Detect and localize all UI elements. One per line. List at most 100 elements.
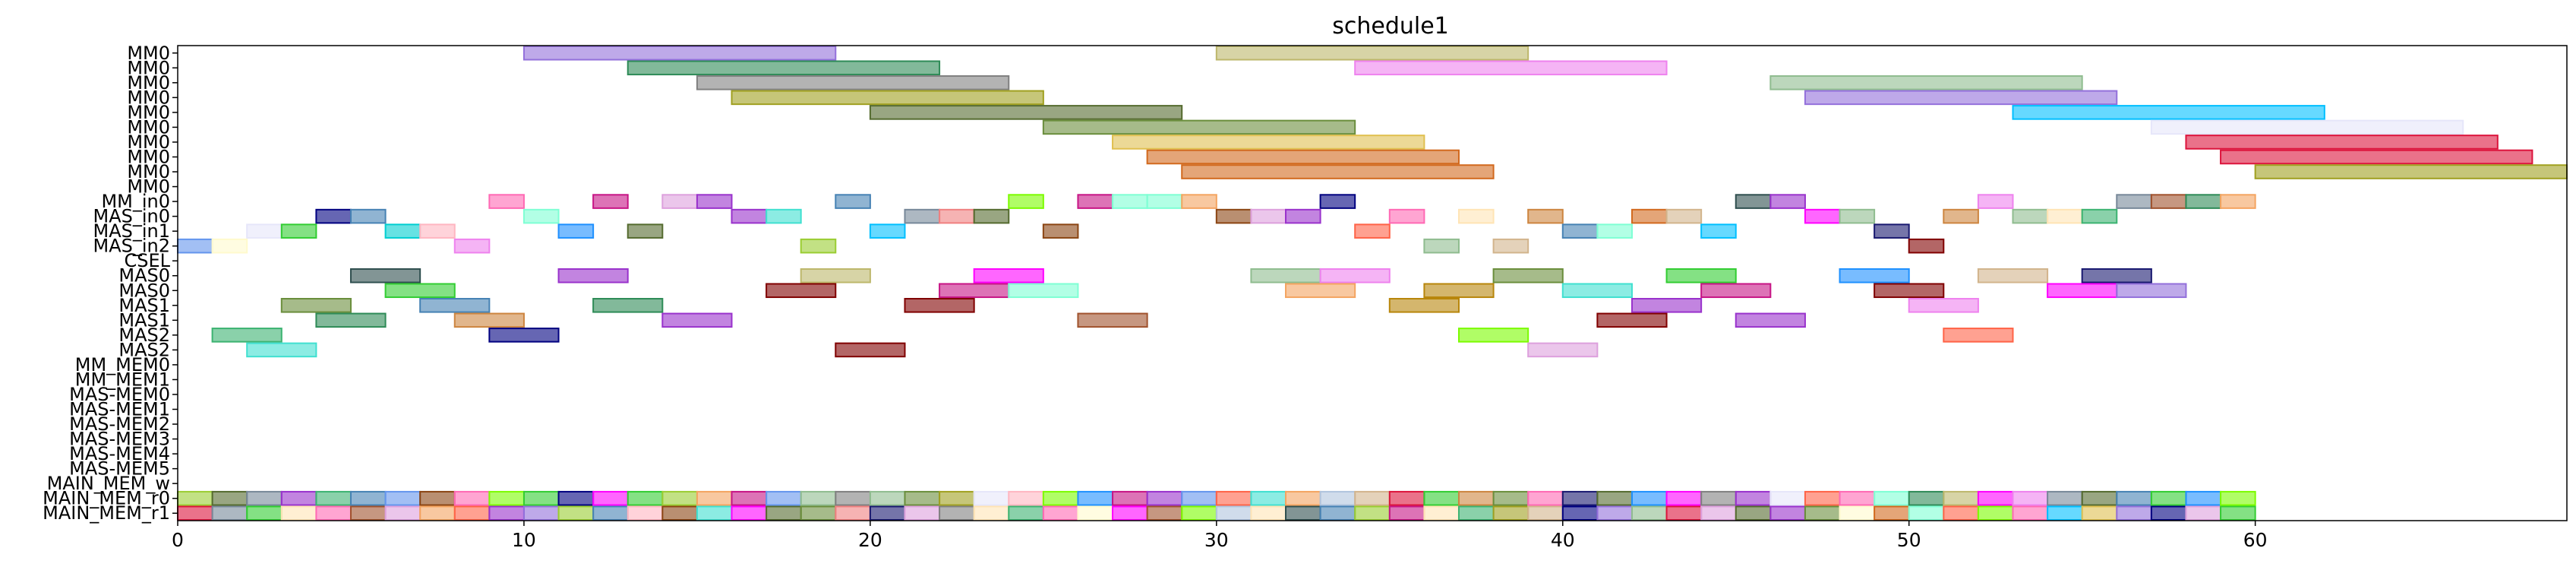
- task-bar: [939, 505, 975, 521]
- task-bar: [869, 105, 1183, 120]
- y-tick-label: MM_MEM1: [75, 369, 170, 390]
- y-tick-label: MAS_in0: [93, 206, 170, 227]
- task-bar: [1908, 298, 1979, 313]
- task-bar: [1874, 490, 1910, 506]
- y-tick-label: MAS-MEM2: [69, 413, 170, 435]
- task-bar: [1457, 490, 1495, 506]
- y-tick-label: MAS-MEM3: [69, 429, 170, 450]
- task-bar: [1943, 490, 1979, 506]
- task-bar: [1008, 505, 1044, 521]
- task-bar: [1769, 75, 2083, 90]
- x-tick-label: 10: [512, 529, 536, 551]
- task-bar: [1077, 505, 1114, 521]
- task-bar: [835, 194, 871, 209]
- task-bar: [1561, 283, 1633, 299]
- task-bar: [1839, 268, 1910, 284]
- task-bar: [2012, 490, 2049, 506]
- task-bar: [1492, 238, 1530, 254]
- task-bar: [177, 505, 213, 521]
- task-bar: [349, 505, 387, 521]
- x-axis: 0 10 20 30 40 50 60: [172, 521, 2268, 551]
- task-bar: [2047, 208, 2083, 224]
- task-bar: [280, 298, 352, 313]
- task-bar: [1423, 490, 1460, 506]
- task-bar: [1735, 505, 1772, 521]
- task-bar: [696, 490, 733, 506]
- task-bar: [2220, 490, 2256, 506]
- task-bar: [1042, 119, 1356, 135]
- task-bar: [973, 208, 1010, 224]
- task-bar: [2185, 194, 2222, 209]
- task-bar: [2150, 119, 2464, 135]
- task-bar: [246, 223, 283, 239]
- task-bar: [1804, 90, 2118, 106]
- task-bar: [661, 490, 698, 506]
- task-bar: [973, 505, 1010, 521]
- task-bar: [1839, 208, 1876, 224]
- task-bar: [2012, 105, 2325, 120]
- task-bar: [315, 505, 352, 521]
- task-bar: [731, 505, 768, 521]
- task-bar: [1665, 505, 1703, 521]
- task-bar: [1112, 194, 1148, 209]
- task-bar: [766, 490, 802, 506]
- y-tick-label: MAS1: [118, 295, 170, 316]
- y-tick-label: MM_MEM0: [75, 354, 170, 375]
- task-bar: [2116, 505, 2152, 521]
- task-bar: [522, 490, 560, 506]
- task-bar: [1631, 208, 1668, 224]
- task-bar: [419, 490, 456, 506]
- task-bar: [1977, 268, 2049, 284]
- task-bar: [2081, 505, 2118, 521]
- task-bar: [696, 75, 1010, 90]
- y-tick-label: MAIN_MEM_r0: [43, 488, 170, 509]
- task-bar: [731, 90, 1044, 106]
- task-bar: [522, 505, 560, 521]
- task-bar: [835, 342, 906, 358]
- task-bar: [1250, 208, 1287, 224]
- task-bar: [2081, 490, 2118, 506]
- y-tick-label: MAS_in1: [93, 220, 170, 242]
- task-bar: [2185, 505, 2222, 521]
- task-bar: [1388, 208, 1425, 224]
- y-tick-label: MM0: [127, 43, 170, 64]
- task-bar: [627, 505, 664, 521]
- task-bar: [1077, 194, 1114, 209]
- task-bar: [419, 298, 491, 313]
- task-bar: [246, 490, 283, 506]
- task-bar: [1492, 268, 1564, 284]
- task-bar: [177, 490, 213, 506]
- task-bar: [1423, 238, 1460, 254]
- task-bar: [1354, 223, 1391, 239]
- y-tick-label: MAIN_MEM_r1: [43, 502, 170, 524]
- task-bar: [1181, 194, 1217, 209]
- task-bar: [211, 238, 248, 254]
- task-bar: [731, 490, 768, 506]
- y-tick-label: MAS-MEM0: [69, 384, 170, 405]
- task-bar: [246, 505, 283, 521]
- task-bar: [1665, 208, 1703, 224]
- task-bar: [2220, 149, 2533, 165]
- task-bar: [349, 208, 387, 224]
- task-bar: [1874, 283, 1945, 299]
- task-bar: [2185, 135, 2499, 150]
- y-tick-label: MAS-MEM1: [69, 399, 170, 420]
- task-bar: [1354, 490, 1391, 506]
- y-axis: MM0MM0MM0MM0MM0MM0MM0MM0MM0MM0MM_in0MAS_…: [43, 43, 178, 524]
- task-bar: [453, 238, 491, 254]
- task-bar: [2150, 505, 2187, 521]
- task-bar: [1388, 490, 1425, 506]
- y-tick-label: MAS1: [118, 309, 170, 331]
- task-bar: [280, 490, 317, 506]
- task-bar: [973, 268, 1044, 284]
- task-bar: [1874, 505, 1910, 521]
- task-bar: [1596, 223, 1633, 239]
- task-bar: [211, 328, 283, 343]
- task-bar: [1874, 223, 1910, 239]
- task-bar: [1769, 505, 1806, 521]
- task-bar: [2150, 194, 2187, 209]
- task-bar: [1492, 490, 1530, 506]
- task-bar: [766, 208, 802, 224]
- task-bar: [280, 505, 317, 521]
